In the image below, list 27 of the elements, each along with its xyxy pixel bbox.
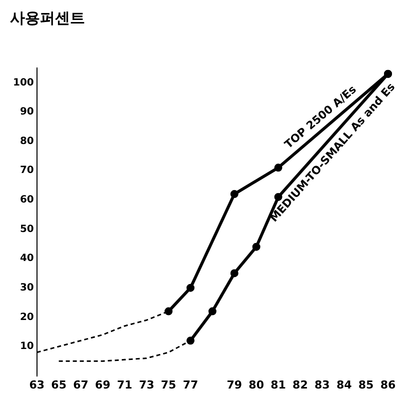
y-tick-label: 60 <box>20 194 34 206</box>
x-tick-label: 81 <box>270 378 286 392</box>
x-tick-label: 65 <box>51 378 66 392</box>
y-tick-label: 50 <box>20 224 34 235</box>
x-tick-label: 84 <box>336 378 352 392</box>
x-tick-label: 82 <box>292 378 308 392</box>
x-tick-label: 71 <box>117 378 132 392</box>
x-tick-label: 69 <box>95 378 110 392</box>
x-tick-label: 86 <box>380 378 396 392</box>
y-tick-label: 100 <box>13 77 34 88</box>
y-tick-label: 10 <box>20 341 34 352</box>
x-tick-label: 80 <box>248 378 264 392</box>
x-tick-label: 77 <box>182 378 198 392</box>
x-tick-label: 75 <box>160 378 176 392</box>
y-tick-label: 40 <box>20 253 34 264</box>
x-tick-label: 73 <box>138 378 154 392</box>
x-tick-label: 63 <box>29 378 45 392</box>
x-tick-label: 79 <box>226 378 242 392</box>
y-tick-label: 30 <box>20 282 34 294</box>
y-tick-label: 70 <box>20 165 34 176</box>
x-tick-label: 83 <box>314 378 330 392</box>
y-tick-label: 90 <box>20 106 34 118</box>
x-tick-label: 67 <box>73 378 88 392</box>
y-tick-label: 20 <box>20 312 34 323</box>
y-tick-label: 80 <box>20 136 34 147</box>
chart-title: 사용퍼센트 <box>10 8 85 27</box>
x-tick-label: 85 <box>358 378 374 392</box>
